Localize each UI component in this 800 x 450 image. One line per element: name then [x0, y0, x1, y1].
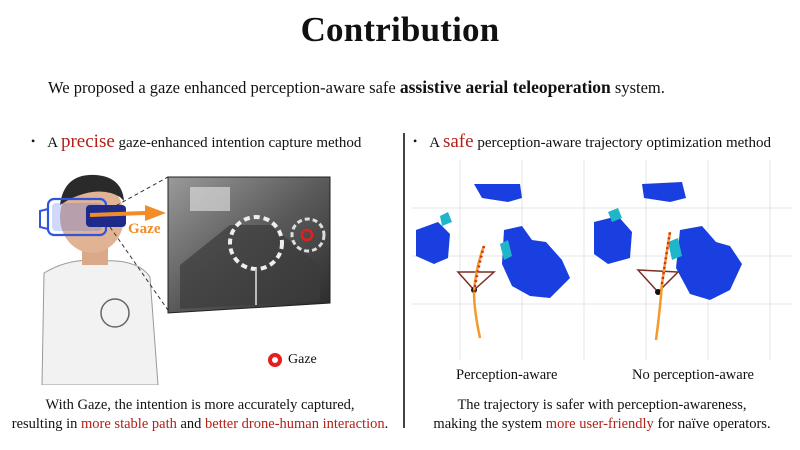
left-caption-mid: and: [176, 416, 206, 432]
left-bullet-post: gaze-enhanced intention capture method: [114, 135, 362, 151]
trajectory-plots: [412, 160, 792, 360]
label-no-perception-aware: No perception-aware: [632, 367, 754, 383]
left-caption-red2: better drone-human interaction: [205, 416, 385, 432]
drone-icon: [655, 289, 661, 295]
right-caption-line1: The trajectory is safer with perception-…: [457, 397, 747, 413]
subtitle-prefix: We proposed a gaze enhanced perception-a…: [48, 78, 400, 97]
subtitle-suffix: system.: [610, 78, 665, 97]
left-bullet-key: precise: [60, 131, 115, 152]
gaze-illustration: Gaze: [39, 174, 331, 385]
gaze-marker-icon: [300, 228, 314, 242]
person-body-icon: [41, 259, 159, 385]
right-bullet-pre: A: [429, 135, 443, 151]
left-caption: With Gaze, the intention is more accurat…: [0, 396, 400, 434]
gaze-legend: Gaze: [268, 352, 317, 368]
right-bullet-post: perception-aware trajectory optimization…: [473, 135, 771, 151]
plot-no-perception-aware: [594, 182, 742, 341]
right-caption-pre: making the system: [433, 416, 546, 432]
left-caption-line1: With Gaze, the intention is more accurat…: [45, 397, 355, 413]
left-bullet-pre: A: [47, 135, 61, 151]
subtitle-bold: assistive aerial teleoperation: [399, 77, 611, 97]
slide-title: Contribution: [300, 10, 500, 49]
right-caption: The trajectory is safer with perception-…: [404, 396, 800, 434]
left-caption-line2: resulting in more stable path and better…: [0, 415, 400, 434]
right-bullet: • A safe perception-aware trajectory opti…: [413, 131, 771, 153]
left-caption-post: .: [384, 416, 389, 432]
left-caption-pre: resulting in: [11, 416, 82, 432]
drone-frustum-icon: [636, 269, 680, 294]
right-caption-line2: making the system more user-friendly for…: [404, 415, 800, 434]
obstacle-icon: [502, 226, 570, 298]
obstacle-icon: [474, 184, 522, 202]
gaze-legend-label: Gaze: [288, 352, 317, 367]
label-perception-aware: Perception-aware: [456, 367, 558, 383]
gaze-arrow-label: Gaze: [128, 221, 161, 237]
left-caption-red1: more stable path: [81, 416, 177, 432]
slide-subtitle: We proposed a gaze enhanced perception-a…: [48, 77, 665, 98]
plot-perception-aware: [416, 184, 570, 339]
right-bullet-key: safe: [442, 131, 474, 152]
bullet-dot-icon: •: [413, 134, 418, 148]
obstacle-icon: [642, 182, 686, 202]
obstacle-icon: [676, 226, 742, 300]
right-caption-post: for naïve operators.: [653, 416, 771, 432]
obstacle-icon: [416, 222, 450, 264]
gate-icon: [290, 217, 326, 253]
bullet-dot-icon: •: [31, 134, 36, 148]
gaze-legend-icon: [268, 353, 282, 367]
obstacle-icon: [594, 216, 632, 264]
gaze-arrow-icon: [145, 205, 166, 221]
right-caption-red: more user-friendly: [545, 416, 654, 432]
column-divider: [403, 133, 405, 428]
left-bullet: • A precise gaze-enhanced intention captu…: [31, 131, 361, 153]
